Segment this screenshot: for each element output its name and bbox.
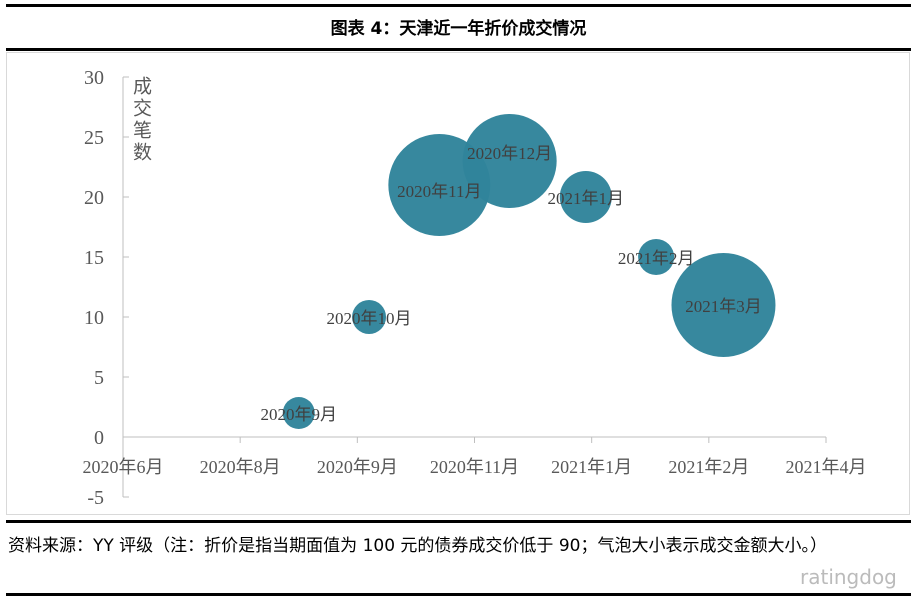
source-note: 资料来源：YY 评级（注：折价是指当期面值为 100 元的债券成交价低于 90；…	[8, 536, 827, 556]
top-rule	[6, 4, 911, 7]
y-tick-label: 20	[84, 187, 104, 209]
y-tick-label: 5	[94, 367, 104, 389]
x-tick-label: 2020年11月	[430, 457, 519, 477]
y-tick-label: -5	[87, 487, 104, 509]
bubble-label: 2021年3月	[685, 297, 762, 316]
x-tick-label: 2020年8月	[200, 457, 281, 477]
source-top-rule	[6, 520, 911, 523]
watermark: ratingdog	[800, 565, 897, 589]
bubble-label: 2020年12月	[467, 144, 552, 163]
bubble-1	[282, 397, 315, 429]
y-tick-label: 25	[84, 127, 104, 149]
bubble-label: 2020年9月	[261, 405, 338, 424]
bubble-chart: -5 0 5 10 15 20 25 30 2020年6月 2020年8月 2020年9月 2020年…	[83, 67, 867, 509]
x-tick-label: 2020年6月	[83, 457, 164, 477]
bubble-label: 2021年2月	[618, 249, 695, 268]
bottom-rule	[6, 593, 911, 596]
y-tick-label: 0	[94, 427, 104, 449]
bubble-5	[559, 171, 612, 223]
y-axis-label: 成交笔数	[130, 76, 151, 164]
x-tick-label: 2020年9月	[317, 457, 398, 477]
bubble-7	[671, 253, 776, 357]
bubble-4	[462, 114, 557, 208]
x-tick-label: 2021年4月	[786, 457, 867, 477]
y-tick-label: 30	[84, 67, 104, 89]
chart-frame	[6, 52, 910, 515]
y-tick-label: 10	[84, 307, 104, 329]
bubble-label: 2020年11月	[397, 182, 481, 201]
x-tick-label: 2021年2月	[668, 457, 749, 477]
x-tick-label: 2021年1月	[551, 457, 632, 477]
bubble-label: 2021年1月	[548, 189, 625, 208]
bubble-6	[638, 239, 675, 275]
chart-title: 图表 4：天津近一年折价成交情况	[330, 19, 587, 39]
y-tick-label: 15	[84, 247, 104, 269]
bubble-label: 2020年10月	[327, 309, 412, 328]
title-rule	[6, 48, 911, 51]
bubble-2	[352, 300, 387, 334]
